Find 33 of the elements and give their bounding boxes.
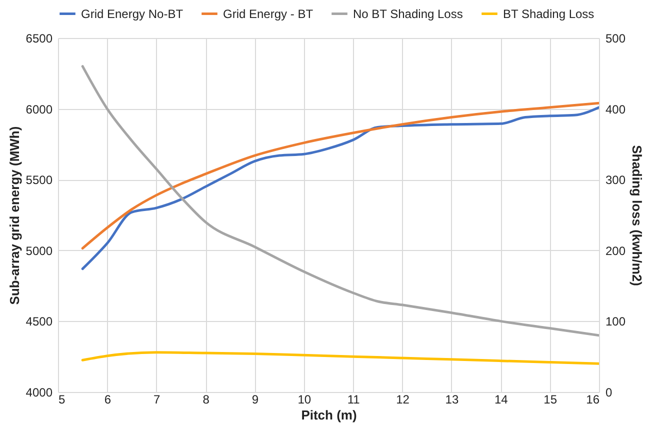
legend-label: No BT Shading Loss: [353, 6, 463, 21]
y2-tick-label: 0: [606, 386, 612, 400]
y-axis-title: Sub-array grid energy (MWh): [6, 126, 22, 305]
line-series: [81, 351, 599, 365]
legend-label: Grid Energy - BT: [223, 6, 314, 21]
y-tick-label: 5500: [26, 173, 53, 188]
line-series: [81, 65, 599, 337]
x-tick-label: 11: [347, 392, 360, 406]
x-tick-label: 14: [494, 392, 508, 406]
x-tick-label: 5: [58, 392, 66, 406]
y2-tick-label: 200: [606, 244, 626, 258]
x-tick-label: 6: [104, 392, 112, 406]
y2-axis-title: Shading loss (kwh/m2): [630, 145, 645, 286]
y2-tick-label: 100: [606, 314, 626, 329]
x-tick-label: 12: [396, 392, 410, 406]
y-tick-label: 4500: [26, 314, 53, 329]
x-tick-label: 10: [298, 392, 312, 406]
y-tick-label: 5000: [26, 244, 53, 258]
x-tick-label: 16: [586, 392, 600, 406]
x-tick-label: 7: [154, 392, 161, 406]
x-axis-title: Pitch (m): [301, 408, 357, 422]
y-tick-label: 4000: [26, 386, 53, 400]
y2-tick-label: 500: [606, 32, 626, 46]
x-tick-label: 13: [445, 392, 459, 406]
legend-label: Grid Energy No-BT: [81, 6, 184, 21]
x-tick-label: 9: [252, 392, 259, 406]
y-tick-label: 6500: [26, 32, 53, 46]
x-tick-label: 8: [202, 392, 210, 406]
y-tick-label: 6000: [26, 102, 53, 116]
legend-label: BT Shading Loss: [503, 6, 594, 21]
y2-tick-label: 400: [606, 102, 626, 116]
x-tick-label: 15: [544, 392, 558, 406]
y2-tick-label: 300: [606, 173, 626, 188]
